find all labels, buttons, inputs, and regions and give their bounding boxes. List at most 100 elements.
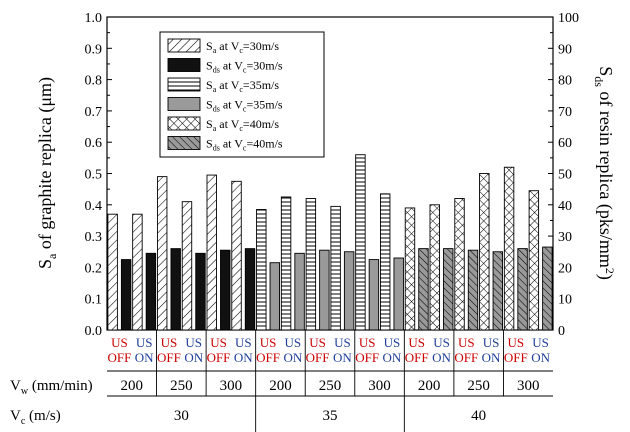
vw-value: 300 [368,378,391,394]
vw-value: 250 [170,378,193,394]
legend-label: Sa at Vc=30m/s [206,39,279,55]
condition-label-us: US [532,335,549,350]
condition-label-state: ON [283,350,302,365]
vw-value: 300 [220,378,243,394]
bar-sds-vc35-vw300-off [368,259,380,331]
condition-label-us: US [185,335,202,350]
bar-sds-vc30-vw300-on [244,248,256,331]
y-right-tick-label: 100 [558,11,579,26]
condition-label-us: US [359,335,376,350]
condition-label-state: ON [432,350,451,365]
legend: Sa at Vc=30m/s Sds at Vc=30m/s Sa at Vc=35… [159,31,325,158]
legend-swatch [167,58,201,72]
y-left-tick-label: 0.6 [85,136,103,151]
condition-label-us: US [235,335,252,350]
condition-label-us: US [210,335,227,350]
y-right-tick-label: 20 [558,261,572,276]
bars [107,154,553,331]
condition-label-us: US [334,335,351,350]
y-left-tick-label: 0.3 [85,230,103,245]
condition-label-state: ON [135,350,154,365]
bar-sa-vc40-vw200-off [404,207,416,331]
y-left-tick-label: 0.9 [85,42,103,57]
bar-sa-vc35-vw250-on [330,205,341,331]
bar-sa-vc40-vw300-on [528,190,540,331]
bar-sa-vc30-vw300-off [206,174,217,331]
y-left-tick-label: 0.8 [85,74,103,89]
condition-label-us: US [136,335,153,350]
bar-sds-vc30-vw250-off [170,248,181,331]
y-right-tick-label: 60 [558,136,572,151]
bar-sds-vc40-vw200-off [418,248,429,331]
condition-label-state: OFF [355,350,379,365]
condition-label-us: US [433,335,450,350]
vw-value: 200 [418,378,441,394]
condition-label-state: OFF [504,350,528,365]
vw-value: 250 [319,378,342,394]
bar-sds-vc40-vw200-on [443,248,454,331]
vw-value: 200 [121,378,144,394]
condition-label-state: OFF [405,350,429,365]
bar-sa-vc30-vw250-off [156,176,168,331]
condition-labels: USOFFUSONUSOFFUSONUSOFFUSONUSOFFUSONUSOF… [107,335,550,365]
vc-value: 40 [471,408,486,424]
condition-label-us: US [285,335,302,350]
condition-label-state: OFF [256,350,280,365]
condition-label-state: OFF [207,350,231,365]
y-left-tick-label: 1.0 [85,11,103,26]
y-left-axis-title: Sa of graphite replica (μm) [35,77,59,269]
bar-sa-vc35-vw200-off [256,209,267,331]
y-right-tick-label: 10 [558,293,572,308]
condition-label-state: ON [333,350,352,365]
axis-titles: Sa of graphite replica (μm) Sds of resin … [35,66,617,280]
bar-sa-vc40-vw250-on [479,173,490,331]
condition-label-us: US [384,335,401,350]
y-right-axis-title: Sds of resin replica (pks/mm2) [592,66,617,280]
bar-sds-vc35-vw300-on [393,257,404,331]
axes: 0.0 0.1 0.2 0.3 0.4 0.5 0.6 0.7 0.8 0.9 1.0 0 10 20 30… [85,11,580,339]
y-right-tick-label: 50 [558,168,572,183]
legend-label: Sds at Vc=35m/s [206,98,283,114]
bar-sa-vc30-vw200-on [132,213,143,331]
bar-sa-vc40-vw250-off [454,198,465,331]
bar-sa-vc30-vw300-on [231,180,242,331]
legend-swatch [167,116,201,131]
vw-row-label: Vw (mm/min) [10,378,93,397]
condition-label-us: US [111,335,128,350]
condition-label-state: ON [482,350,501,365]
y-left-tick-label: 0.4 [85,199,103,214]
bar-sa-vc30-vw200-off [107,213,118,331]
condition-label-us: US [309,335,326,350]
condition-label-us: US [161,335,178,350]
y-right-tick-label: 90 [558,42,572,57]
condition-label-us: US [408,335,425,350]
bar-sds-vc35-vw250-on [343,251,355,331]
bar-sds-vc40-vw250-on [492,251,504,331]
bar-sds-vc40-vw300-on [542,246,553,331]
legend-label: Sa at Vc=40m/s [206,117,279,133]
vc-value: 35 [323,408,338,424]
vc-row-label: Vc (m/s) [10,408,61,427]
condition-label-state: OFF [107,350,131,365]
bar-sds-vc30-vw200-off [120,259,132,331]
condition-label-state: ON [383,350,402,365]
bar-sds-vc30-vw300-off [220,249,231,331]
legend-label: Sds at Vc=40m/s [206,137,283,153]
condition-label-us: US [458,335,475,350]
bar-sds-vc30-vw250-on [195,252,206,331]
bar-sa-vc30-vw250-on [181,201,193,331]
bar-sds-vc35-vw200-on [294,252,305,331]
y-left-tick-label: 0.0 [85,324,103,339]
legend-label: Sds at Vc=30m/s [206,59,283,75]
legend-swatch [167,97,201,111]
condition-label-state: OFF [157,350,181,365]
vc-value: 30 [174,408,189,424]
bar-sds-vc35-vw200-off [269,262,281,331]
y-left-tick-label: 0.1 [85,293,103,308]
parameter-table: Vw (mm/min) 200 250 300 200 250 300 200 250 300 Vc… [10,330,553,432]
condition-label-state: OFF [454,350,478,365]
y-right-tick-label: 40 [558,199,572,214]
vw-value: 250 [467,378,490,394]
bar-sa-vc35-vw300-on [379,193,391,331]
